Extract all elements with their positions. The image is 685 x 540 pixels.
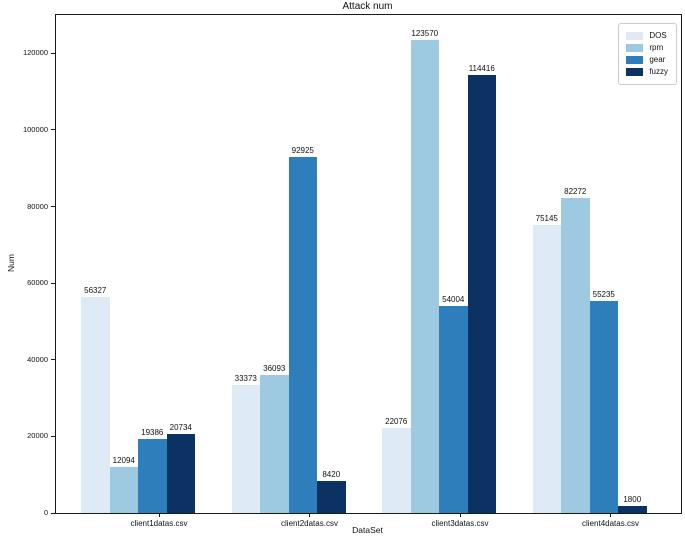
bar xyxy=(467,74,496,513)
bar-value-label: 12094 xyxy=(112,455,135,465)
bar-value-label: 36093 xyxy=(263,363,286,373)
legend-label: rpm xyxy=(649,43,664,52)
bar-value-label: 123570 xyxy=(411,28,439,38)
bar-value-label: 75145 xyxy=(535,214,558,224)
legend-item: fuzzy xyxy=(626,67,668,77)
bar xyxy=(231,385,260,513)
y-axis-label: Num xyxy=(6,254,16,272)
legend-swatch xyxy=(626,32,644,40)
bar-value-label: 92925 xyxy=(291,146,314,156)
y-tick-mark xyxy=(51,359,55,361)
y-tick-mark xyxy=(51,129,55,131)
bar-value-label: 22076 xyxy=(385,417,408,427)
legend-swatch xyxy=(626,68,644,76)
legend-item: gear xyxy=(626,55,668,65)
bar-value-label: 114416 xyxy=(468,63,495,73)
x-tick-label: client1datas.csv xyxy=(130,519,188,528)
bar xyxy=(166,433,195,513)
bar-value-label: 54004 xyxy=(442,295,465,305)
bar xyxy=(410,39,439,513)
legend: DOS rpm gear fuzzy xyxy=(618,23,677,85)
bar xyxy=(439,306,468,513)
x-tick-label: client4datas.csv xyxy=(582,519,639,528)
legend-label: fuzzy xyxy=(649,67,668,76)
legend-item: rpm xyxy=(626,43,668,53)
bar xyxy=(618,506,647,513)
x-tick-label: client2datas.csv xyxy=(281,519,338,528)
bar xyxy=(532,225,561,513)
bar xyxy=(81,297,110,513)
bar xyxy=(382,428,411,513)
y-tick-label: 40000 xyxy=(27,354,48,364)
bar xyxy=(288,157,317,513)
legend-swatch xyxy=(626,56,644,64)
bar-value-label: 1800 xyxy=(623,495,642,505)
bar xyxy=(589,301,618,513)
y-tick-mark xyxy=(51,206,55,208)
bar-value-label: 8420 xyxy=(322,469,341,479)
bar-value-label: 19386 xyxy=(141,427,164,437)
y-tick-label: 100000 xyxy=(22,124,48,134)
y-tick-mark xyxy=(51,435,55,437)
chart-title: Attack num xyxy=(342,1,393,12)
bar xyxy=(138,438,167,513)
y-tick-mark xyxy=(51,512,55,514)
x-tick-mark xyxy=(459,513,461,517)
y-tick-label: 80000 xyxy=(27,201,48,211)
x-tick-mark xyxy=(610,513,611,517)
legend-label: DOS xyxy=(649,31,667,40)
plot-area: DOS rpm gear fuzzy 0 20000 40000 60000 80000 100… xyxy=(23,14,682,528)
y-tick-label: 20000 xyxy=(27,431,48,441)
bar-value-label: 82272 xyxy=(564,186,587,196)
bar xyxy=(109,466,138,513)
y-tick-mark xyxy=(51,52,55,54)
bar xyxy=(561,197,590,513)
bar-value-label: 55235 xyxy=(592,290,615,300)
x-tick-mark xyxy=(309,513,310,517)
bar-value-label: 56327 xyxy=(84,286,107,296)
x-axis-label: DataSet xyxy=(352,525,383,535)
legend-item: DOS xyxy=(626,31,668,41)
legend-swatch xyxy=(626,44,644,52)
bar-value-label: 20734 xyxy=(169,422,192,432)
x-tick-mark xyxy=(158,513,160,517)
x-tick-label: client3datas.csv xyxy=(431,519,489,528)
y-tick-label: 60000 xyxy=(27,278,48,288)
legend-label: gear xyxy=(649,55,666,64)
bar-value-label: 33373 xyxy=(234,374,257,384)
y-tick-mark xyxy=(51,282,55,284)
y-tick-label: 0 xyxy=(43,508,48,517)
bar xyxy=(317,480,346,513)
y-tick-label: 120000 xyxy=(22,48,48,58)
bar xyxy=(260,374,289,513)
